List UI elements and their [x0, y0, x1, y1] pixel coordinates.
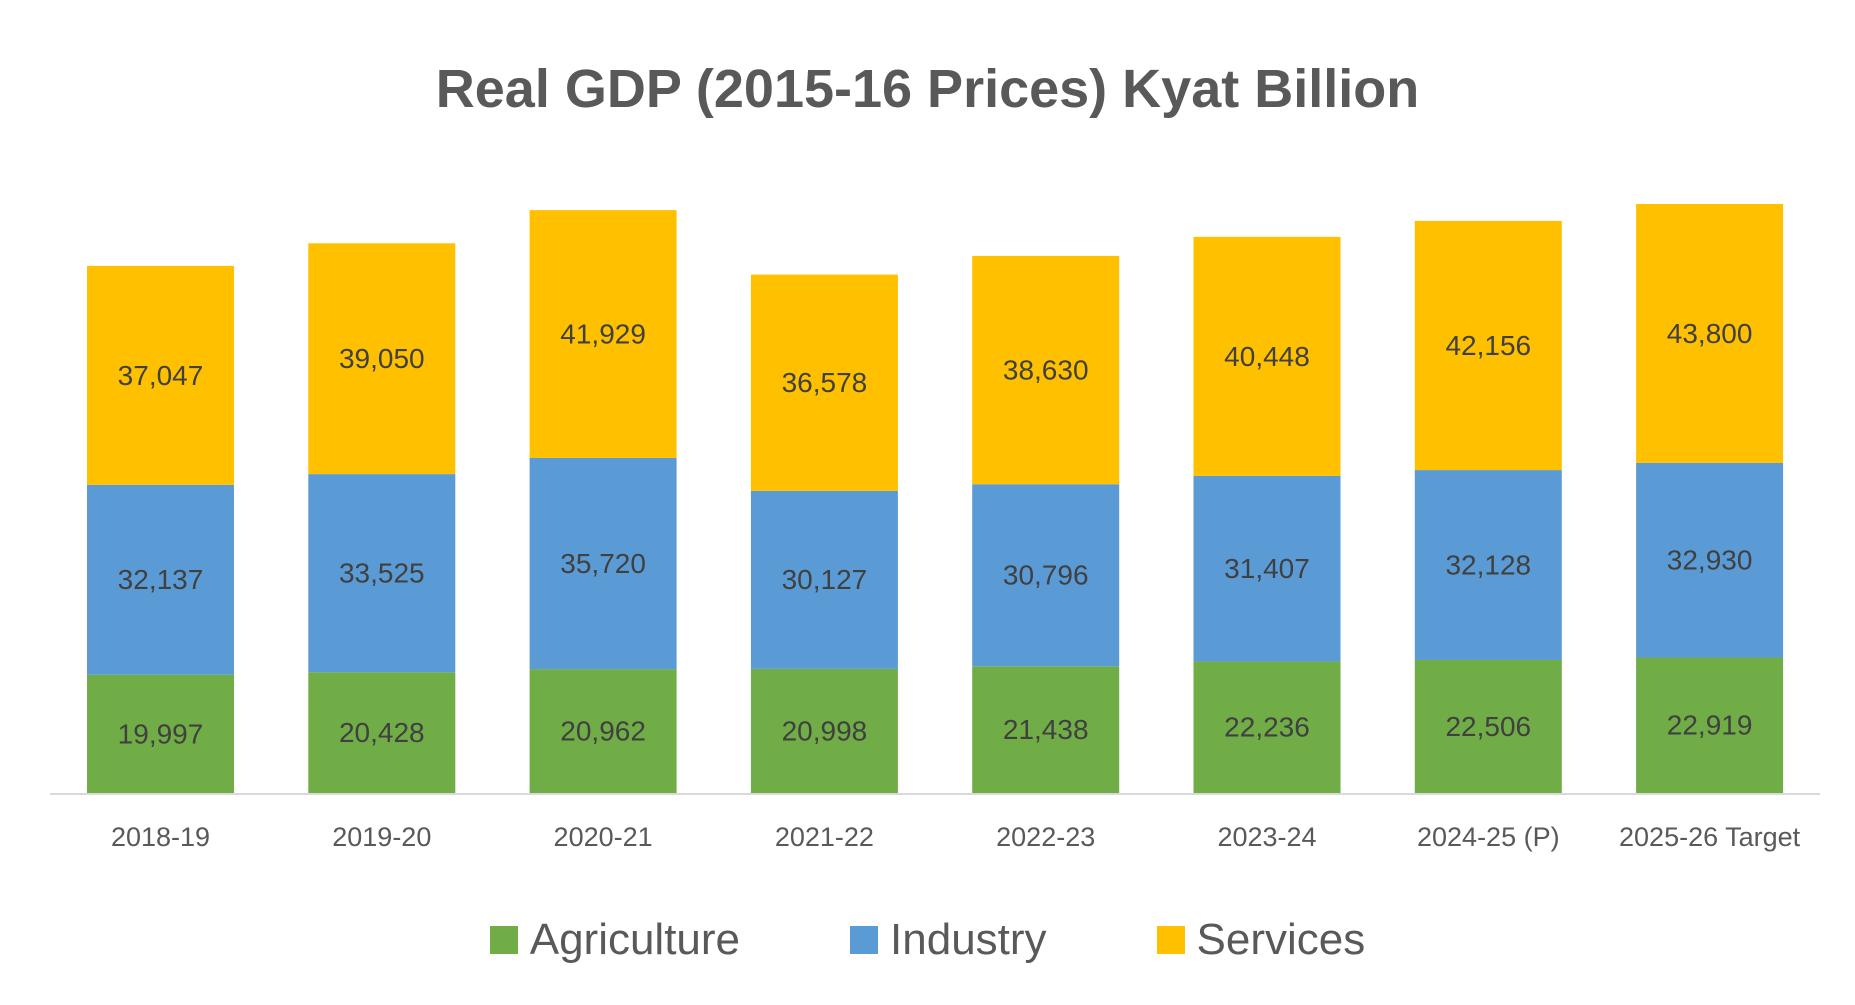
data-label: 32,930 — [1667, 545, 1753, 576]
data-label: 22,506 — [1445, 711, 1531, 742]
bar-segment-services — [750, 274, 898, 491]
data-label: 30,796 — [1003, 560, 1089, 591]
bar-segment-industry — [1193, 475, 1341, 662]
bar-segment-services — [1636, 204, 1784, 463]
bar-segment-agriculture — [750, 668, 898, 793]
bar-segment-industry — [1636, 462, 1784, 658]
legend-item-agriculture: Agriculture — [489, 915, 741, 965]
data-label: 40,448 — [1224, 341, 1310, 372]
x-tick-label: 2023-24 — [1217, 822, 1316, 852]
data-label: 41,929 — [560, 318, 646, 349]
bar-segment-industry — [308, 474, 456, 673]
data-label: 37,047 — [118, 360, 204, 391]
legend-swatch — [489, 926, 518, 954]
legend: Agriculture Industry Services — [0, 915, 1855, 965]
data-label: 21,438 — [1003, 714, 1089, 745]
bar-segment-services — [1414, 220, 1562, 471]
bar-segment-services — [308, 243, 456, 475]
bar-segment-services — [529, 210, 677, 458]
x-tick-label: 2022-23 — [996, 822, 1095, 852]
bars-group: 19,997 32,137 37,047 20,428 33,525 39,050 20,9… — [87, 204, 1784, 793]
legend-item-services: Services — [1156, 915, 1366, 965]
legend-item-industry: Industry — [850, 915, 1047, 965]
legend-label: Services — [1196, 915, 1366, 964]
legend-swatch — [850, 926, 879, 954]
data-label: 33,525 — [339, 558, 425, 589]
data-label: 43,800 — [1667, 318, 1753, 349]
bar-segment-agriculture — [529, 669, 677, 793]
data-label: 31,407 — [1224, 553, 1310, 584]
x-tick-label: 2024-25 (P) — [1417, 822, 1560, 852]
data-label: 36,578 — [782, 367, 868, 398]
x-tick-label: 2020-21 — [554, 822, 653, 852]
legend-swatch — [1156, 926, 1185, 954]
legend-label: Agriculture — [529, 915, 741, 964]
x-tick-label: 2018-19 — [111, 822, 210, 852]
data-label: 35,720 — [560, 548, 646, 579]
data-label: 39,050 — [339, 343, 425, 374]
data-label: 19,997 — [118, 718, 204, 749]
data-label: 22,236 — [1224, 712, 1310, 743]
bar-segment-industry — [972, 484, 1120, 667]
bar-segment-services — [87, 265, 234, 485]
data-label: 20,962 — [560, 715, 646, 746]
bar-segment-services — [1193, 236, 1341, 476]
category-labels: 2018-19 2019-20 2020-21 2021-22 2022-23 2023-… — [111, 822, 1801, 852]
x-tick-label: 2025-26 Target — [1619, 822, 1801, 852]
bar-segment-services — [972, 255, 1120, 485]
bar-segment-industry — [1414, 470, 1562, 660]
data-label: 32,128 — [1445, 549, 1531, 580]
legend-label: Industry — [890, 915, 1047, 964]
data-label: 20,428 — [339, 717, 425, 748]
x-tick-label: 2019-20 — [332, 822, 431, 852]
bar-segment-industry — [529, 457, 677, 670]
chart-title: Real GDP (2015-16 Prices) Kyat Billion — [435, 59, 1420, 119]
bar-segment-agriculture — [1193, 661, 1341, 793]
bar-segment-agriculture — [308, 672, 456, 793]
data-label: 20,998 — [782, 715, 868, 746]
bar-segment-industry — [750, 490, 898, 669]
bar-segment-agriculture — [87, 674, 234, 793]
data-label: 38,630 — [1003, 354, 1089, 385]
bar-segment-agriculture — [972, 666, 1120, 793]
data-label: 22,919 — [1667, 710, 1753, 741]
x-tick-label: 2021-22 — [775, 822, 874, 852]
bar-segment-agriculture — [1414, 659, 1562, 793]
data-label: 32,137 — [118, 564, 204, 595]
bar-segment-industry — [87, 484, 234, 675]
data-label: 42,156 — [1445, 330, 1531, 361]
data-label: 30,127 — [782, 564, 868, 595]
bar-segment-agriculture — [1636, 657, 1784, 793]
